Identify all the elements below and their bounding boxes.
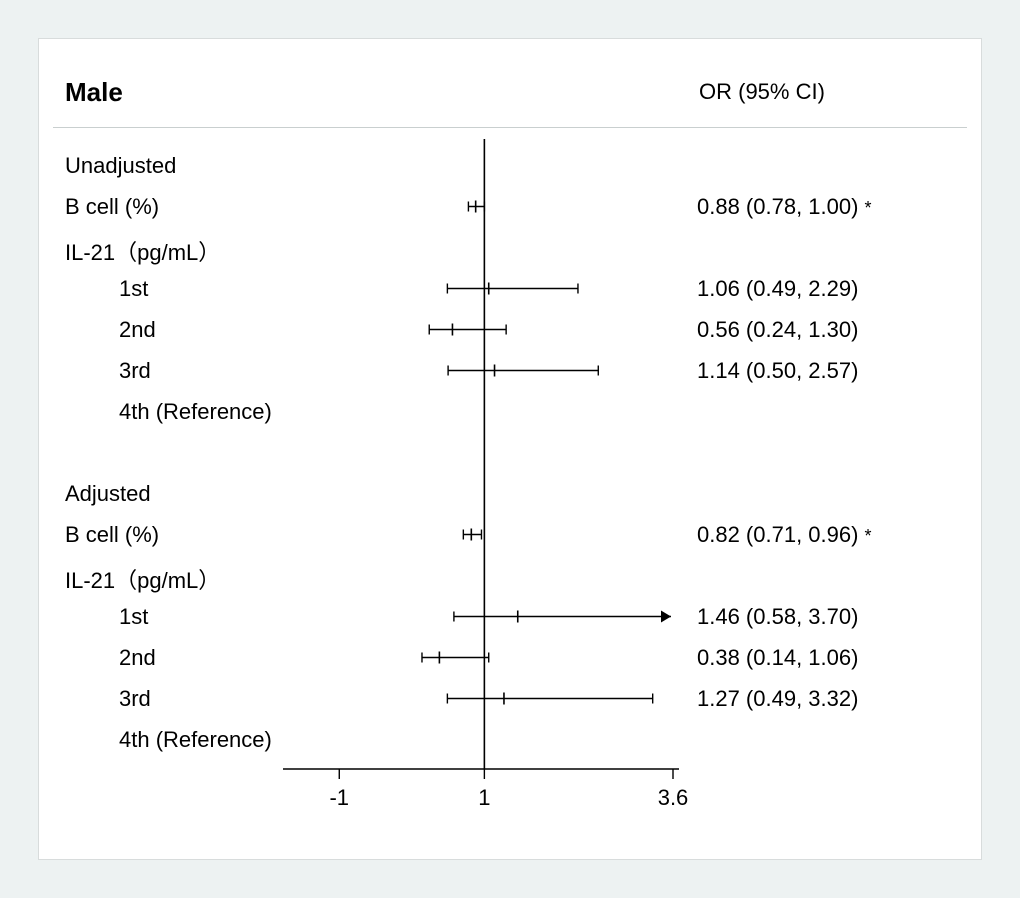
row-label: 2nd (119, 317, 156, 343)
x-axis-tick-label: -1 (329, 785, 349, 811)
x-axis: -1 1 3.6 (53, 769, 967, 813)
row-label: Unadjusted (65, 153, 176, 179)
row-label: 1st (119, 604, 148, 630)
header-divider (53, 127, 967, 128)
row-label: 1st (119, 276, 148, 302)
row-label: Adjusted (65, 481, 151, 507)
row-or-ci-value: 0.82 (0.71, 0.96)* (697, 522, 871, 548)
x-axis-tick-label: 3.6 (658, 785, 689, 811)
row-or-ci-value: 1.14 (0.50, 2.57) (697, 358, 858, 384)
chart-title: Male (65, 77, 123, 108)
row-label: 4th (Reference) (119, 399, 272, 425)
significance-star-icon: * (864, 526, 871, 546)
row-or-ci-value: 1.46 (0.58, 3.70) (697, 604, 858, 630)
row-or-ci-value: 0.38 (0.14, 1.06) (697, 645, 858, 671)
row-label: IL-21（pg/mL） (65, 563, 220, 595)
significance-star-icon: * (864, 198, 871, 218)
row-or-ci-value: 1.27 (0.49, 3.32) (697, 686, 858, 712)
row-label: 3rd (119, 358, 151, 384)
row-or-ci-value: 0.56 (0.24, 1.30) (697, 317, 858, 343)
forest-plot-panel: Male OR (95% CI) Unadjusted B cell (%) 0.8… (38, 38, 982, 860)
page-outer: Male OR (95% CI) Unadjusted B cell (%) 0.8… (0, 0, 1020, 898)
row-label: B cell (%) (65, 194, 159, 220)
x-axis-tick-label: 1 (478, 785, 490, 811)
row-label: 4th (Reference) (119, 727, 272, 753)
row-label: 3rd (119, 686, 151, 712)
row-label: B cell (%) (65, 522, 159, 548)
column-header-or-ci: OR (95% CI) (699, 79, 825, 105)
row-label: 2nd (119, 645, 156, 671)
row-label: IL-21（pg/mL） (65, 235, 220, 267)
row-or-ci-value: 1.06 (0.49, 2.29) (697, 276, 858, 302)
row-or-ci-value: 0.88 (0.78, 1.00)* (697, 194, 871, 220)
plot-area: Unadjusted B cell (%) 0.88 (0.78, 1.00)* IL… (53, 139, 967, 813)
